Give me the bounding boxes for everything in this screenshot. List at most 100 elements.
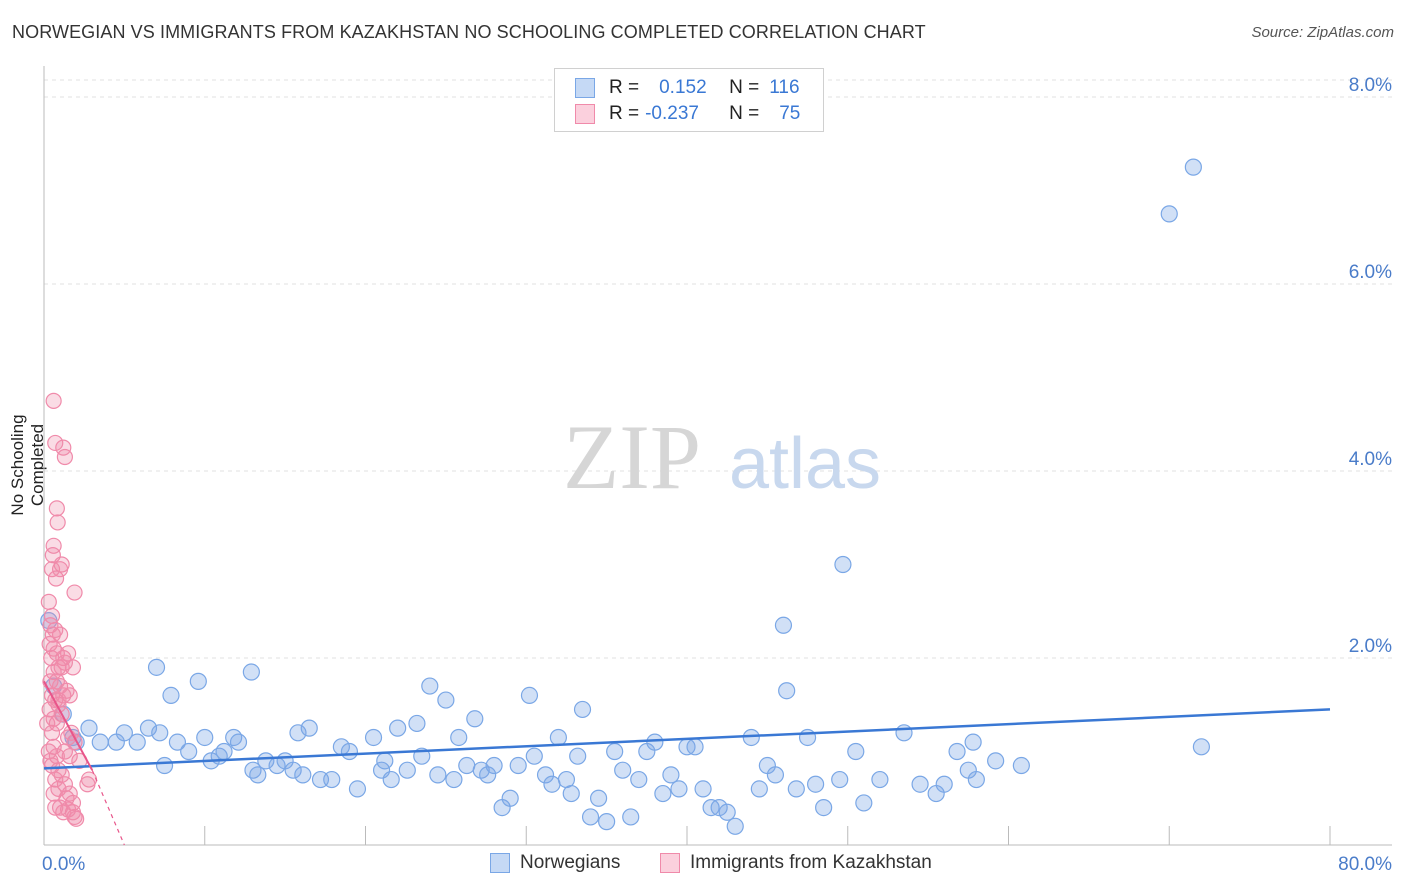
data-point-norwegians bbox=[787, 780, 805, 798]
swatch-pink bbox=[575, 104, 595, 124]
data-point-kazakhstan bbox=[48, 500, 65, 517]
data-point-kazakhstan bbox=[47, 799, 64, 816]
data-point-norwegians bbox=[348, 780, 367, 798]
data-point-norwegians bbox=[710, 798, 728, 817]
trend-line-kazakhstan-extension bbox=[91, 769, 125, 846]
data-point-norwegians bbox=[289, 724, 307, 742]
data-point-norwegians bbox=[935, 775, 953, 793]
data-point-norwegians bbox=[466, 710, 484, 728]
data-point-norwegians bbox=[536, 766, 555, 784]
data-point-norwegians bbox=[694, 780, 712, 798]
data-point-norwegians bbox=[598, 813, 616, 831]
data-point-norwegians bbox=[408, 714, 426, 733]
data-point-norwegians bbox=[501, 789, 519, 807]
data-point-norwegians bbox=[987, 752, 1005, 770]
data-point-kazakhstan bbox=[61, 785, 78, 802]
data-point-kazakhstan bbox=[47, 771, 64, 788]
data-point-kazakhstan bbox=[49, 514, 66, 531]
data-point-norwegians bbox=[614, 761, 632, 779]
trend-lines bbox=[43, 680, 1331, 846]
data-point-kazakhstan bbox=[51, 561, 69, 578]
data-point-kazakhstan bbox=[53, 659, 70, 676]
data-point-norwegians bbox=[485, 756, 503, 775]
data-point-norwegians bbox=[300, 719, 318, 737]
data-point-norwegians bbox=[180, 742, 198, 761]
series-norwegians bbox=[40, 158, 1211, 835]
data-point-norwegians bbox=[573, 700, 592, 719]
data-point-norwegians bbox=[606, 742, 624, 761]
legend-label-kazakhstan: Immigrants from Kazakhstan bbox=[690, 852, 932, 873]
legend-swatch-pink bbox=[660, 853, 680, 873]
data-point-norwegians bbox=[162, 686, 180, 705]
legend-item-kazakhstan[interactable]: Immigrants from Kazakhstan bbox=[660, 852, 932, 874]
data-point-norwegians bbox=[750, 780, 768, 798]
data-point-norwegians bbox=[115, 724, 133, 742]
series-legend: Norwegians Immigrants from Kazakhstan bbox=[0, 852, 1406, 878]
data-point-norwegians bbox=[284, 761, 302, 779]
data-point-kazakhstan bbox=[43, 724, 61, 741]
data-point-norwegians bbox=[895, 724, 913, 742]
data-point-norwegians bbox=[450, 728, 468, 747]
n-value-norwegians: 116 bbox=[769, 77, 800, 98]
data-point-norwegians bbox=[364, 728, 383, 747]
data-point-norwegians bbox=[458, 756, 476, 775]
data-point-norwegians bbox=[128, 733, 146, 751]
data-point-kazakhstan bbox=[45, 392, 62, 409]
data-point-norwegians bbox=[1184, 158, 1202, 176]
data-point-kazakhstan bbox=[60, 645, 77, 662]
n-label: N = bbox=[729, 77, 760, 98]
watermark: ZIP atlas bbox=[563, 406, 881, 508]
data-point-norwegians bbox=[1160, 205, 1178, 223]
watermark-atlas: atlas bbox=[729, 424, 881, 504]
data-point-norwegians bbox=[847, 742, 865, 761]
data-point-norwegians bbox=[189, 672, 207, 690]
data-point-norwegians bbox=[831, 770, 849, 789]
data-point-norwegians bbox=[151, 724, 169, 742]
legend-item-norwegians[interactable]: Norwegians bbox=[490, 852, 620, 874]
data-point-kazakhstan bbox=[45, 663, 62, 681]
data-point-kazakhstan bbox=[55, 687, 72, 704]
data-point-norwegians bbox=[429, 766, 447, 784]
chart-title: NORWEGIAN VS IMMIGRANTS FROM KAZAKHSTAN … bbox=[12, 22, 926, 42]
data-point-norwegians bbox=[382, 770, 400, 789]
data-point-norwegians bbox=[294, 766, 312, 784]
data-point-norwegians bbox=[421, 677, 439, 695]
data-point-norwegians bbox=[855, 794, 873, 812]
data-point-kazakhstan bbox=[66, 584, 83, 601]
data-point-norwegians bbox=[215, 742, 233, 761]
data-point-kazakhstan bbox=[44, 626, 61, 643]
data-point-norwegians bbox=[376, 752, 394, 770]
series-kazakhstan bbox=[39, 392, 98, 827]
data-point-norwegians bbox=[806, 775, 825, 793]
data-point-norwegians bbox=[549, 728, 568, 747]
data-point-norwegians bbox=[774, 616, 793, 634]
data-point-norwegians bbox=[520, 686, 539, 705]
x-tick-label: 0.0% bbox=[42, 854, 85, 875]
y-tick-label: 2.0% bbox=[1349, 636, 1392, 657]
data-point-norwegians bbox=[911, 775, 929, 793]
data-point-norwegians bbox=[630, 770, 648, 789]
data-point-norwegians bbox=[1012, 756, 1030, 775]
data-point-norwegians bbox=[445, 770, 463, 789]
y-tick-label: 6.0% bbox=[1349, 262, 1392, 283]
stats-legend: R = 0.152 N = 116 R = -0.237 N = 75 bbox=[554, 68, 824, 132]
data-point-norwegians bbox=[389, 719, 407, 737]
data-point-norwegians bbox=[543, 775, 561, 793]
tick-labels: 2.0% 4.0% 6.0% 8.0% 0.0% 80.0% bbox=[42, 75, 1392, 875]
data-point-norwegians bbox=[1192, 738, 1211, 756]
data-point-norwegians bbox=[686, 738, 704, 756]
axes bbox=[43, 66, 1392, 846]
trend-line-norwegians bbox=[43, 708, 1331, 770]
data-point-norwegians bbox=[967, 770, 985, 789]
trend-line-kazakhstan bbox=[43, 680, 94, 771]
data-point-norwegians bbox=[340, 742, 359, 761]
data-point-norwegians bbox=[815, 798, 833, 817]
data-point-kazakhstan bbox=[56, 448, 73, 466]
data-point-norwegians bbox=[196, 728, 214, 747]
data-point-norwegians bbox=[225, 728, 243, 747]
r-label: R = bbox=[609, 103, 640, 124]
data-point-kazakhstan bbox=[47, 434, 64, 452]
data-point-kazakhstan bbox=[64, 659, 82, 676]
data-point-norwegians bbox=[742, 728, 760, 747]
data-point-norwegians bbox=[562, 784, 580, 803]
